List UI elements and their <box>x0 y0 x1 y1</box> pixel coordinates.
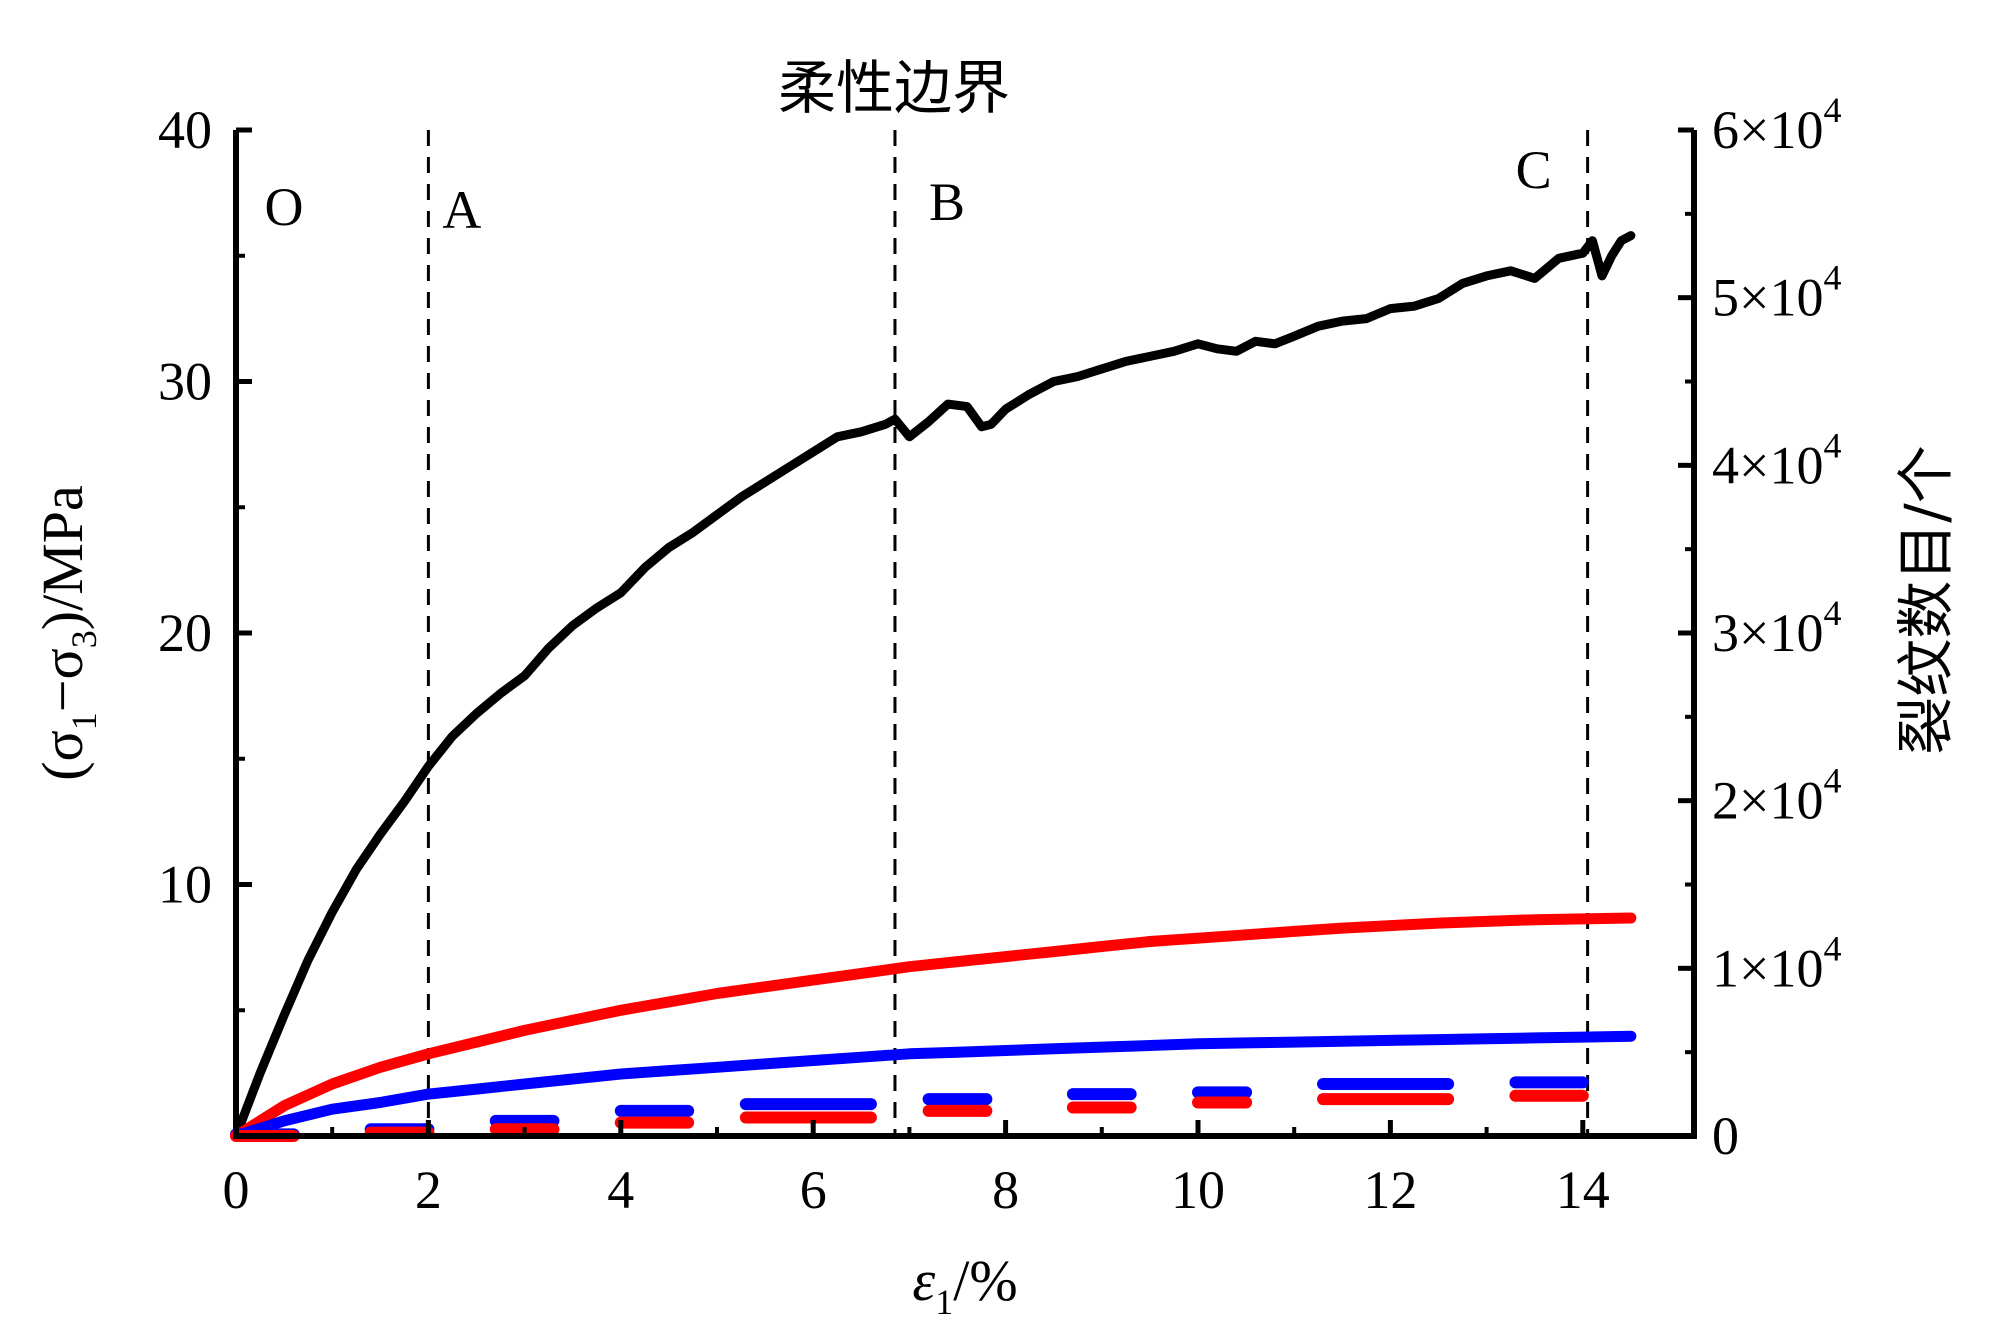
series-line-1 <box>230 912 1637 1142</box>
left-y-axis-label-mid: −σ <box>30 648 95 712</box>
series-line-2 <box>230 1030 1637 1142</box>
y-right-tick-label: 5×104 <box>1712 258 1841 328</box>
y-right-tick-label: 6×104 <box>1712 90 1841 160</box>
x-tick-label: 0 <box>223 1160 250 1220</box>
x-tick-label: 10 <box>1171 1160 1225 1220</box>
left-y-axis-label: (σ1−σ3)/MPa <box>30 485 104 781</box>
right-y-axis-label: 裂纹数目/个 <box>1892 445 1960 755</box>
y-right-tick-mantissa: 2×10 <box>1712 771 1823 831</box>
y-right-tick-mantissa: 4×10 <box>1712 435 1823 495</box>
stage-label-o: O <box>265 177 304 237</box>
y-right-tick-mantissa: 6×10 <box>1712 100 1823 160</box>
x-tick-label: 12 <box>1363 1160 1417 1220</box>
stage-label-c: C <box>1516 140 1552 200</box>
left-y-axis-label-pre: (σ <box>30 730 95 781</box>
chart-title: 柔性边界 <box>778 54 1010 122</box>
y-right-tick-mantissa: 5×10 <box>1712 268 1823 328</box>
y-right-tick-exponent: 4 <box>1823 258 1841 298</box>
x-axis-label-main: ε <box>912 1248 935 1313</box>
left-y-axis-label-post: )/MPa <box>30 485 95 630</box>
right-y-axis-label-group: 裂纹数目/个 <box>1892 445 1960 755</box>
y-right-tick-exponent: 4 <box>1823 593 1841 633</box>
y-right-tick-mantissa: 1×10 <box>1712 938 1823 998</box>
y-right-tick-exponent: 4 <box>1823 761 1841 801</box>
y-right-tick-label-zero: 0 <box>1712 1106 1739 1166</box>
left-y-axis-label-sub1: 1 <box>64 712 104 730</box>
ticks-layer: 0 2 4 6 8 10 12 141020304001×1042×1043×1044×104… <box>158 90 1841 1220</box>
x-axis-label-sub: 1 <box>935 1282 953 1322</box>
stage-label-b: B <box>929 172 965 232</box>
x-tick-label: 4 <box>607 1160 634 1220</box>
stage-divider-lines: O A BC <box>265 130 1590 1136</box>
x-tick-label: 2 <box>415 1160 442 1220</box>
stage-label-a: A <box>442 180 481 240</box>
y-left-tick-label: 30 <box>158 352 212 412</box>
left-y-axis-label-sub2: 3 <box>64 630 104 648</box>
x-tick-label: 8 <box>992 1160 1019 1220</box>
y-left-tick-label: 10 <box>158 855 212 915</box>
x-tick-label: 6 <box>800 1160 827 1220</box>
x-axis-label: ε1/% <box>912 1248 1017 1322</box>
y-right-tick-exponent: 4 <box>1823 928 1841 968</box>
y-right-tick-label: 2×104 <box>1712 761 1841 831</box>
y-right-tick-mantissa: 3×10 <box>1712 603 1823 663</box>
left-y-axis-label-group: (σ1−σ3)/MPa <box>30 485 104 781</box>
series-layer <box>230 231 1637 1142</box>
y-right-tick-exponent: 4 <box>1823 90 1841 130</box>
y-right-tick-label: 3×104 <box>1712 593 1841 663</box>
x-tick-label: 14 <box>1556 1160 1610 1220</box>
series-line-0 <box>231 231 1636 1141</box>
x-axis-label-tail: /% <box>953 1248 1017 1313</box>
y-right-tick-label: 4×104 <box>1712 425 1841 495</box>
y-right-tick-label: 1×104 <box>1712 928 1841 998</box>
y-right-tick-exponent: 4 <box>1823 425 1841 465</box>
y-left-tick-label: 20 <box>158 603 212 663</box>
y-left-tick-label: 40 <box>158 100 212 160</box>
